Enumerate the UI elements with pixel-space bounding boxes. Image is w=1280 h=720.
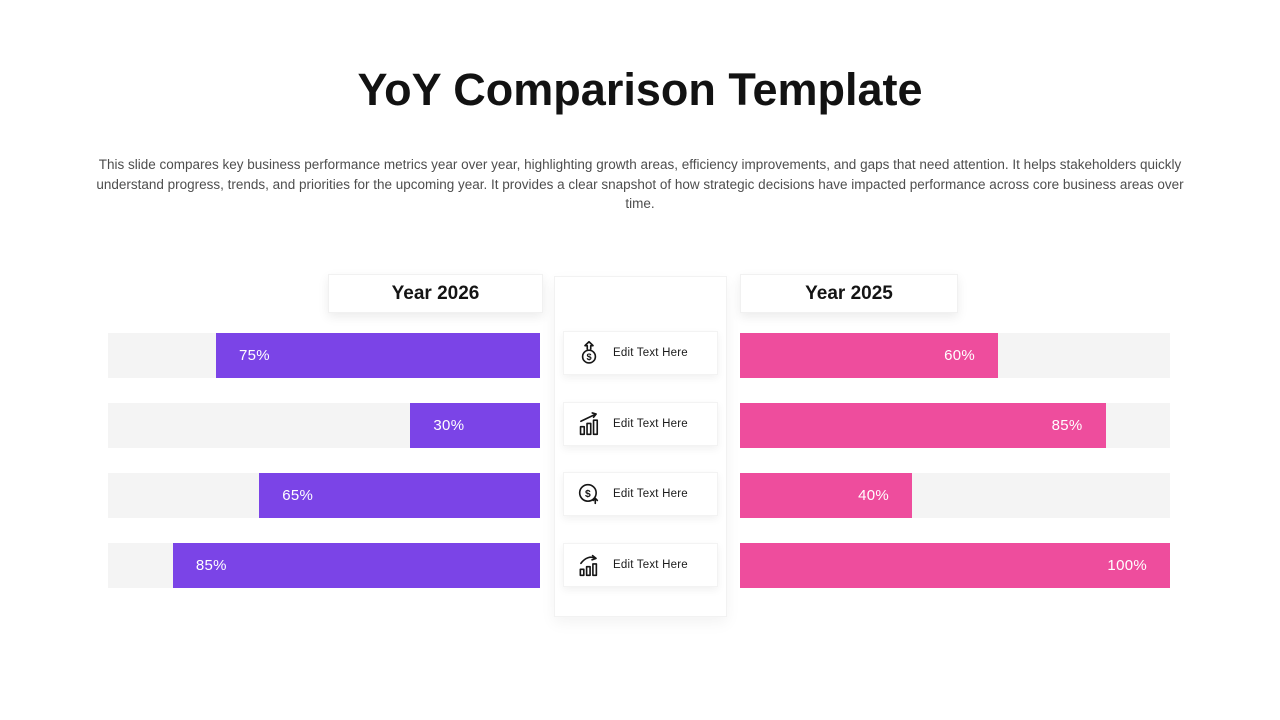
edit-text-card[interactable]: Edit Text Here <box>563 543 718 587</box>
year-2026-bar-value-label: 30% <box>433 417 465 434</box>
edit-text-label: Edit Text Here <box>613 488 688 500</box>
year-2026-bar-track: 75% <box>108 333 540 378</box>
edit-text-card[interactable]: $ Edit Text Here <box>563 472 718 516</box>
year-2026-bar-value-label: 85% <box>195 557 227 574</box>
year-2025-bar-value-label: 40% <box>858 487 889 504</box>
edit-text-card[interactable]: Edit Text Here <box>563 402 718 446</box>
center-labels-panel: $ Edit Text Here Edit Text Here $ Edit Text … <box>554 276 727 617</box>
year-2025-header: Year 2025 <box>740 274 958 313</box>
year-2025-bar-value-label: 85% <box>1051 417 1083 434</box>
year-2025-bar-track: 100% <box>740 543 1170 588</box>
edit-text-card[interactable]: $ Edit Text Here <box>563 331 718 375</box>
slide-description: This slide compares key business perform… <box>96 157 1184 211</box>
year-2025-bar-value-label: 60% <box>944 347 975 364</box>
year-2026-bar-fill: 65% <box>259 473 540 518</box>
year-2025-bar-fill: 85% <box>740 403 1106 448</box>
year-2025-header-label: Year 2025 <box>805 282 893 304</box>
bar-chart-trend-icon <box>576 552 602 578</box>
slide-title: YoY Comparison Template <box>357 64 923 115</box>
year-2026-bar-track: 85% <box>108 543 540 588</box>
year-2026-bar-value-label: 65% <box>282 487 314 504</box>
bar-chart-growth-icon <box>576 411 602 437</box>
coin-up-arrow-icon: $ <box>576 340 602 366</box>
year-2025-bar-track: 60% <box>740 333 1170 378</box>
year-2026-header: Year 2026 <box>328 274 543 313</box>
year-2025-bar-fill: 60% <box>740 333 998 378</box>
year-2026-header-label: Year 2026 <box>391 282 480 304</box>
edit-text-label: Edit Text Here <box>613 347 688 359</box>
edit-text-label: Edit Text Here <box>613 559 688 571</box>
year-2026-bar-fill: 75% <box>216 333 540 378</box>
edit-text-label: Edit Text Here <box>613 418 688 430</box>
year-2025-bar-value-label: 100% <box>1107 557 1147 574</box>
year-2026-bar-value-label: 75% <box>239 347 270 364</box>
year-2026-bar-fill: 30% <box>410 403 540 448</box>
year-2026-bar-chart: 75% 30% 65% 85% <box>108 333 540 588</box>
year-2025-bar-fill: 100% <box>740 543 1170 588</box>
year-2025-bar-chart: 60% 85% 40% 100% <box>740 333 1170 588</box>
svg-text:$: $ <box>586 352 591 362</box>
year-2025-bar-track: 85% <box>740 403 1170 448</box>
year-2025-bar-track: 40% <box>740 473 1170 518</box>
svg-text:$: $ <box>585 489 591 500</box>
year-2026-bar-track: 65% <box>108 473 540 518</box>
dollar-circle-up-icon: $ <box>576 481 602 507</box>
year-2025-bar-fill: 40% <box>740 473 912 518</box>
year-2026-bar-fill: 85% <box>172 543 540 588</box>
year-2026-bar-track: 30% <box>108 403 540 448</box>
